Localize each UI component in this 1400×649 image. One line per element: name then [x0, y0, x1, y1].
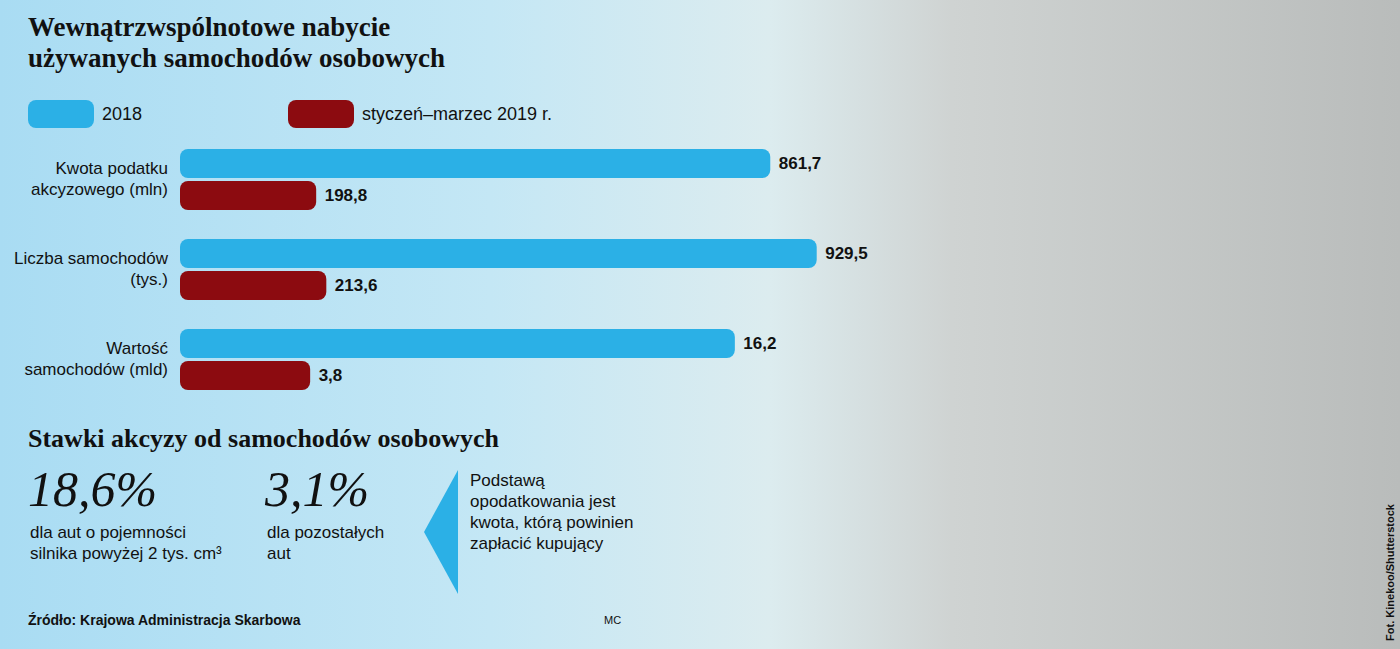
svg-text:16,2: 16,2	[743, 334, 776, 353]
html-text:Wartość samochodów (mld): Wartość samochodów (mld)	[24, 339, 168, 379]
html-text:dla aut o pojemności silnika p: dla aut o pojemności silnika powyżej 2 t…	[30, 523, 222, 563]
html-text:18,6%: 18,6%	[28, 461, 158, 517]
html-text:Stawki akcyzy od samochodów os: Stawki akcyzy od samochodów osobowych	[28, 424, 499, 453]
html-text:Fot. Kinekoo/Shutterstock: Fot. Kinekoo/Shutterstock	[1384, 504, 1396, 641]
html-text:2018: 2018	[102, 104, 142, 124]
html-text:3,1%: 3,1%	[265, 461, 370, 517]
html-text:Wewnątrzwspólnotowe nabycie uż: Wewnątrzwspólnotowe nabycie używanych sa…	[28, 12, 446, 73]
html-text:styczeń–marzec 2019 r.: styczeń–marzec 2019 r.	[362, 104, 553, 124]
html-text:dla pozostałych aut: dla pozostałych aut	[267, 523, 385, 563]
html-text:Podstawą opodatkowania jest kw: Podstawą opodatkowania jest kwota, którą…	[470, 471, 634, 553]
html-text:Źródło: Krajowa Administracja: Źródło: Krajowa Administracja Skarbowa	[28, 612, 301, 628]
svg-text:213,6: 213,6	[335, 276, 378, 295]
html-text:Kwota podatku akcyzowego (mln): Kwota podatku akcyzowego (mln)	[31, 159, 168, 199]
html-text:Liczba samochodów (tys.): Liczba samochodów (tys.)	[14, 249, 168, 289]
svg-text:198,8: 198,8	[325, 186, 368, 205]
svg-text:929,5: 929,5	[825, 244, 868, 263]
svg-text:3,8: 3,8	[319, 366, 343, 385]
svg-text:861,7: 861,7	[779, 154, 822, 173]
html-text:MC: MC	[604, 614, 622, 626]
